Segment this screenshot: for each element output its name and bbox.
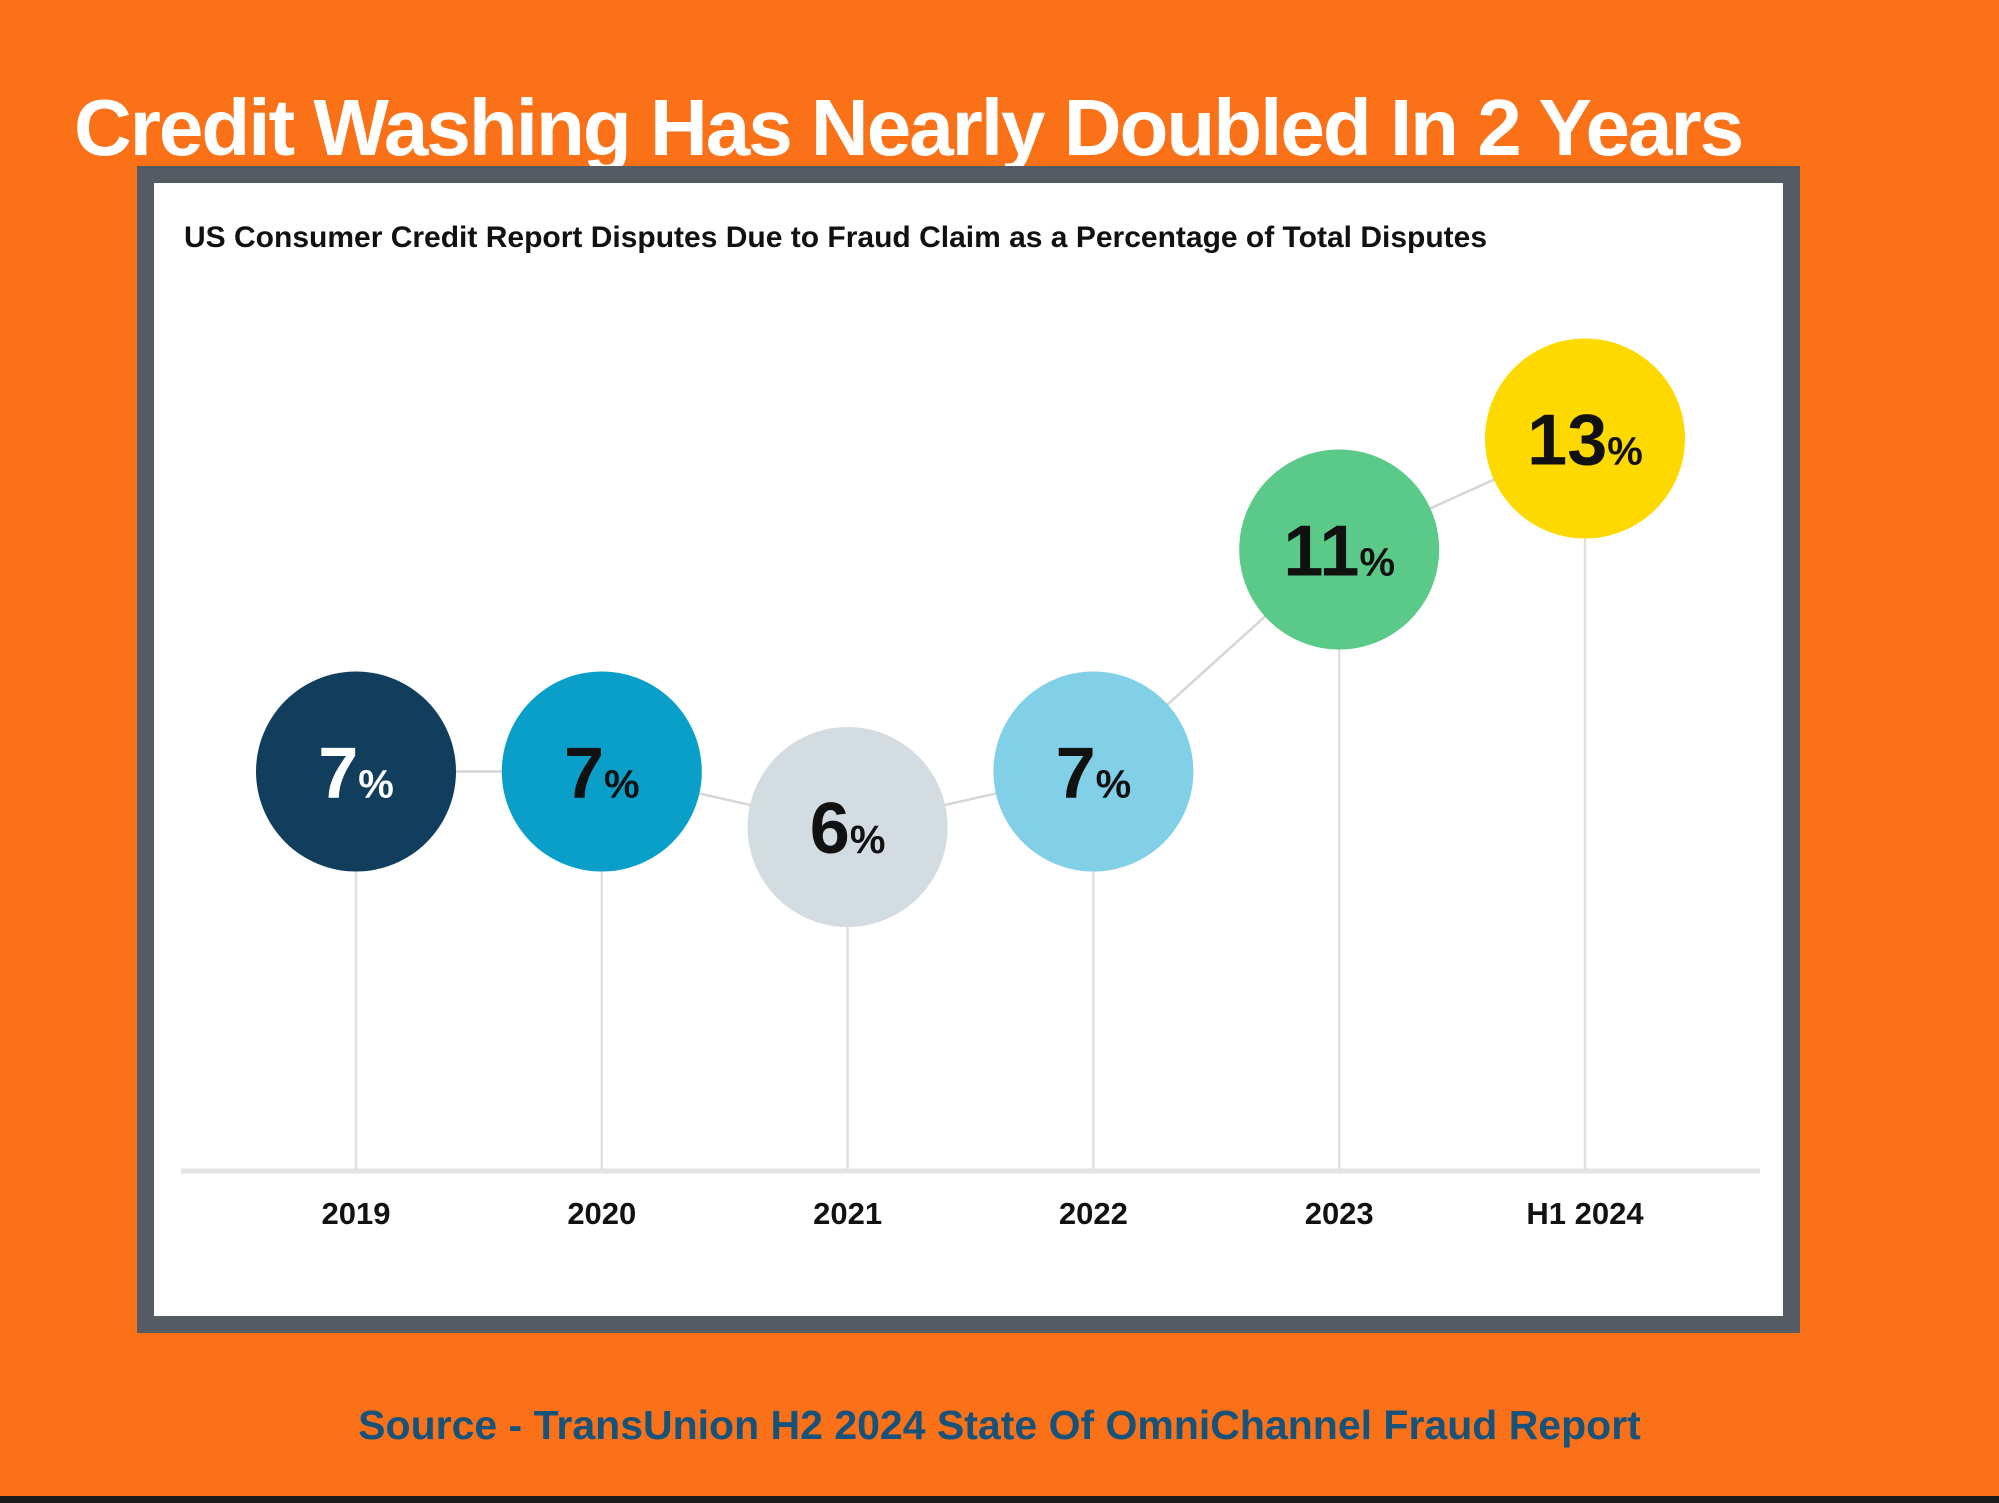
source-attribution: Source - TransUnion H2 2024 State Of Omn… (358, 1402, 1641, 1448)
data-point-2021 (747, 727, 948, 927)
data-point-2019 (256, 671, 456, 872)
chart-subtitle: US Consumer Credit Report Disputes Due t… (184, 221, 1488, 254)
data-point-2023 (1239, 449, 1440, 650)
x-axis-label-2021: 2021 (813, 1196, 882, 1231)
value-label-2021: 6% (810, 789, 886, 869)
x-axis-label-h1-2024: H1 2024 (1526, 1196, 1644, 1231)
value-label-h1-2024: 13% (1527, 401, 1643, 481)
page-title: Credit Washing Has Nearly Doubled In 2 Y… (74, 82, 1744, 172)
chart-card: US Consumer Credit Report Disputes Due t… (137, 166, 1800, 1333)
x-axis-label-2023: 2023 (1305, 1196, 1374, 1231)
x-axis-label-2019: 2019 (322, 1196, 391, 1231)
x-axis-label-2022: 2022 (1059, 1196, 1128, 1231)
value-label-2022: 7% (1056, 734, 1132, 814)
chart-canvas: 7% 7% 6% 7% 11% 13% 2019 2020 2021 2022 2023 H1 202… (181, 338, 1760, 1231)
data-point-2022 (993, 671, 1194, 872)
bottom-bar (0, 1496, 1999, 1503)
value-label-2023: 11% (1283, 512, 1395, 592)
data-point-2020 (501, 671, 702, 872)
value-label-2019: 7% (318, 734, 394, 814)
value-label-2020: 7% (564, 734, 640, 814)
x-axis-label-2020: 2020 (567, 1196, 636, 1231)
data-point-h1-2024 (1485, 338, 1685, 539)
